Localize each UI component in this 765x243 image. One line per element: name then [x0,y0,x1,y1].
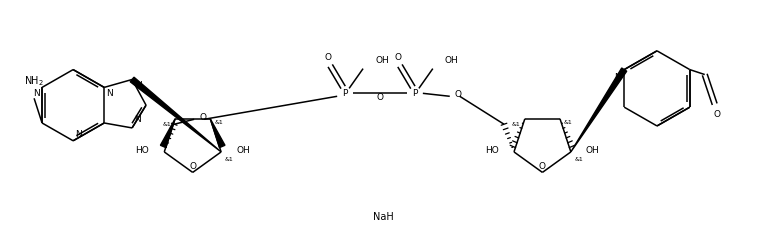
Text: N: N [134,115,141,124]
Text: O: O [324,53,332,62]
Text: N: N [135,81,142,90]
Text: &1: &1 [214,120,223,125]
Text: N: N [614,73,621,82]
Text: NH$_2$: NH$_2$ [24,75,44,88]
Text: &1: &1 [162,122,171,127]
Text: O: O [454,90,462,99]
Polygon shape [210,119,225,148]
Text: N: N [75,130,82,139]
Polygon shape [571,68,627,152]
Text: &1: &1 [225,157,234,162]
Text: O: O [189,162,196,171]
Text: O: O [713,110,720,119]
Polygon shape [161,119,175,148]
Text: NaH: NaH [373,212,393,222]
Text: N: N [34,89,40,98]
Text: OH: OH [236,146,250,155]
Text: &1: &1 [564,120,573,125]
Text: OH: OH [586,146,600,155]
Text: &1: &1 [575,157,584,162]
Text: O: O [376,93,383,102]
Text: O: O [395,53,402,62]
Text: P: P [343,89,348,98]
Text: O: O [199,113,206,122]
Text: HO: HO [135,146,149,155]
Text: N: N [106,89,113,98]
Polygon shape [130,77,221,152]
Text: P: P [412,89,418,98]
Text: OH: OH [444,56,458,65]
Text: HO: HO [485,146,499,155]
Text: &1: &1 [512,122,521,127]
Text: OH: OH [375,56,389,65]
Text: O: O [539,162,546,171]
